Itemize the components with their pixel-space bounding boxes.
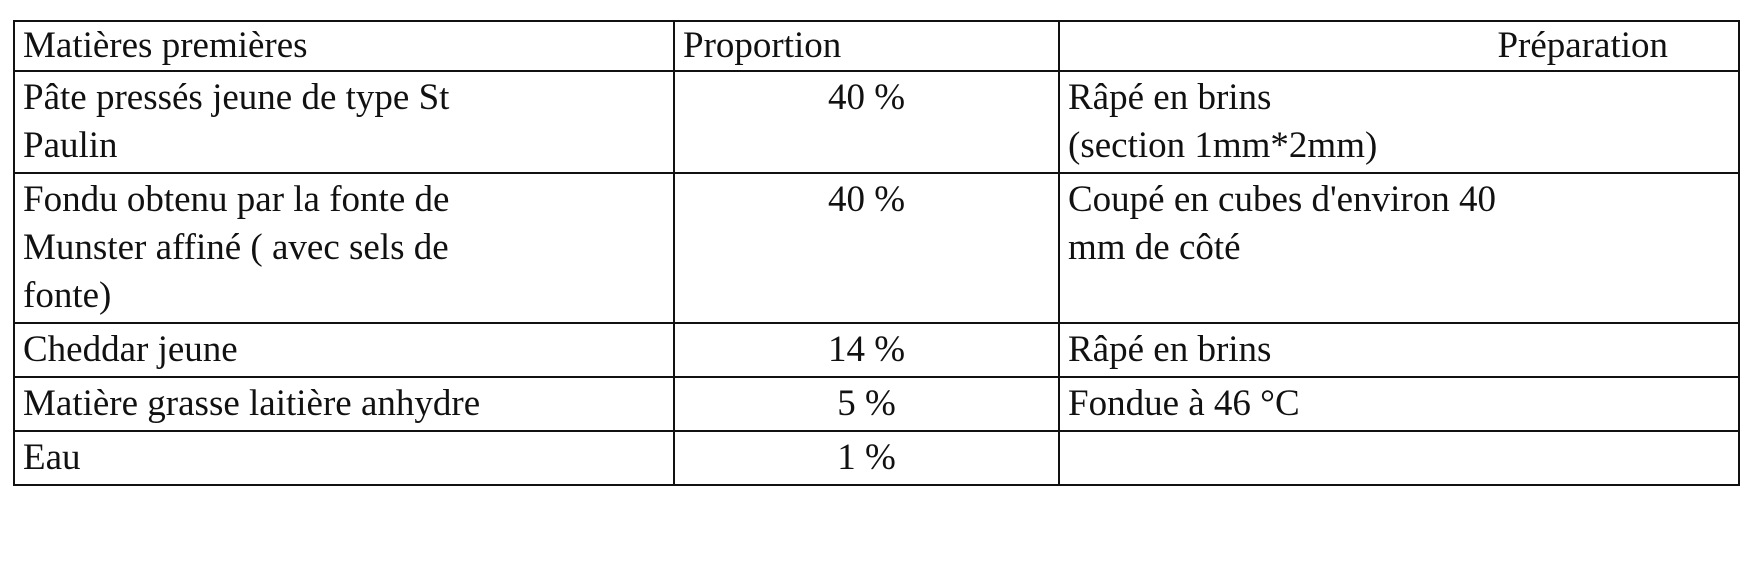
- page: Matières premièresProportionPréparation …: [0, 0, 1759, 562]
- cell-line: (section 1mm*2mm): [1068, 122, 1730, 170]
- table-cell: Eau: [14, 431, 674, 485]
- cell-line: Eau: [23, 434, 665, 482]
- table-row: Matière grasse laitière anhydre 5 % Fondue…: [14, 377, 1739, 431]
- cell-line: 40 %: [683, 74, 1050, 122]
- cell-line: Râpé en brins: [1068, 326, 1730, 374]
- cell-line: Paulin: [23, 122, 665, 170]
- cell-line: Fondu obtenu par la fonte de: [23, 176, 665, 224]
- cell-line: Pâte pressés jeune de type St: [23, 74, 665, 122]
- cell-line: Fondue à 46 °C: [1068, 380, 1730, 428]
- table-cell: Râpé en brins: [1059, 323, 1739, 377]
- cell-line: fonte): [23, 272, 665, 320]
- cell-line: Coupé en cubes d'environ 40: [1068, 176, 1730, 224]
- table-row: Pâte pressés jeune de type StPaulin40 %R…: [14, 71, 1739, 173]
- cell-line: 1 %: [683, 434, 1050, 482]
- header-row: Matières premièresProportionPréparation: [14, 21, 1739, 71]
- header-cell: Matières premières: [14, 21, 674, 71]
- table-cell: 5 %: [674, 377, 1059, 431]
- table-cell: Fondu obtenu par la fonte deMunster affi…: [14, 173, 674, 323]
- cell-line: 5 %: [683, 380, 1050, 428]
- cell-line: Cheddar jeune: [23, 326, 665, 374]
- table-cell: Coupé en cubes d'environ 40mm de côté: [1059, 173, 1739, 323]
- ingredient-table: Matières premièresProportionPréparation …: [13, 20, 1740, 486]
- cell-line: 40 %: [683, 176, 1050, 224]
- cell-line: mm de côté: [1068, 224, 1730, 272]
- header-cell: Préparation: [1059, 21, 1739, 71]
- cell-line: Matière grasse laitière anhydre: [23, 380, 665, 428]
- table-cell: [1059, 431, 1739, 485]
- cell-line: 14 %: [683, 326, 1050, 374]
- table-cell: Fondue à 46 °C: [1059, 377, 1739, 431]
- table-row: Cheddar jeune 14 % Râpé en brins: [14, 323, 1739, 377]
- header-cell: Proportion: [674, 21, 1059, 71]
- table-row: Eau 1 %: [14, 431, 1739, 485]
- table-cell: 1 %: [674, 431, 1059, 485]
- table-cell: 14 %: [674, 323, 1059, 377]
- table-row: Fondu obtenu par la fonte deMunster affi…: [14, 173, 1739, 323]
- table-cell: Pâte pressés jeune de type StPaulin: [14, 71, 674, 173]
- table-cell: Matière grasse laitière anhydre: [14, 377, 674, 431]
- table-cell: Cheddar jeune: [14, 323, 674, 377]
- table-cell: 40 %: [674, 71, 1059, 173]
- cell-line: Râpé en brins: [1068, 74, 1730, 122]
- table-cell: 40 %: [674, 173, 1059, 323]
- cell-line: Munster affiné ( avec sels de: [23, 224, 665, 272]
- table-cell: Râpé en brins(section 1mm*2mm): [1059, 71, 1739, 173]
